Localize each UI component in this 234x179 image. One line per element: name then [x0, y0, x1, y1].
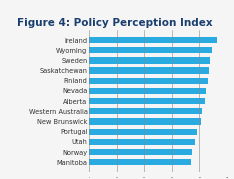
Bar [89, 98, 205, 104]
Bar [89, 129, 197, 135]
Bar [89, 37, 217, 43]
Text: Figure 4: Policy Perception Index: Figure 4: Policy Perception Index [17, 18, 213, 28]
Bar [89, 57, 210, 64]
Bar [89, 139, 195, 145]
Bar [89, 67, 209, 74]
Bar [89, 108, 202, 115]
Bar [89, 47, 212, 53]
Bar [89, 159, 191, 165]
Bar [89, 118, 201, 125]
Bar [89, 78, 208, 84]
Bar [89, 149, 193, 155]
Bar [89, 88, 206, 94]
